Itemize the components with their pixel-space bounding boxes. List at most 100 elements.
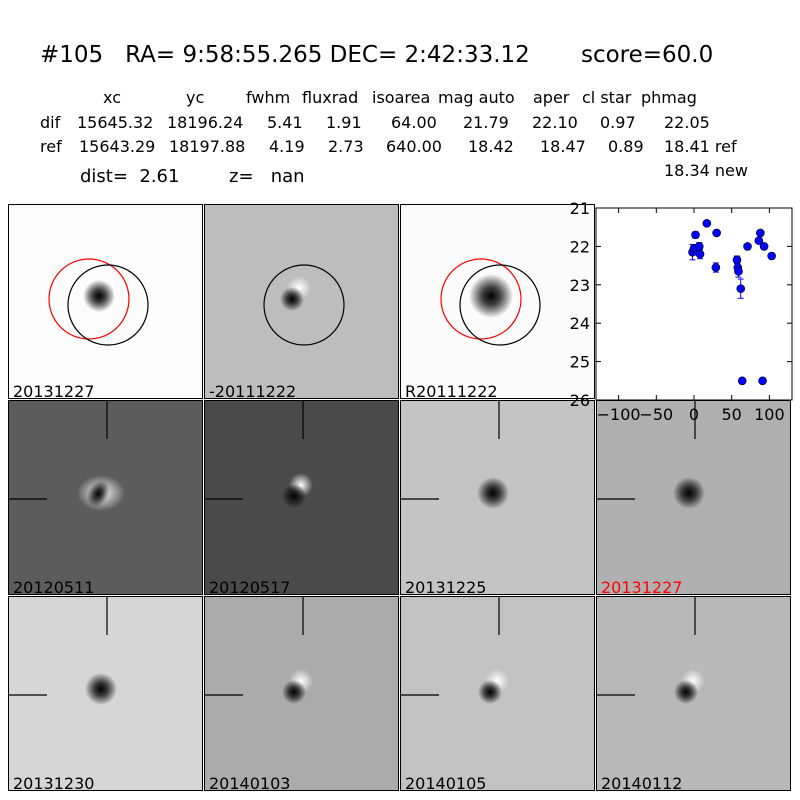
- new-phmag: 18.34 new: [664, 161, 748, 180]
- candidate-title: #105 RA= 9:58:55.265 DEC= 2:42:33.12 sco…: [40, 42, 714, 68]
- dipole-negative: [280, 287, 304, 311]
- ref-label: ref: [40, 137, 62, 156]
- stamp-panel: 20120511: [8, 400, 203, 595]
- dif-xc: 15645.32: [77, 113, 154, 132]
- data-point: [759, 242, 769, 251]
- stamp-date-label: 20131227: [601, 578, 683, 595]
- ref-mag-auto: 18.42: [468, 137, 514, 156]
- stamp-panel: 20131227: [8, 204, 203, 399]
- stamp-date-label: 20131225: [405, 578, 487, 595]
- col-cl-star: cl star: [582, 88, 632, 107]
- y-tick-label: 23: [570, 276, 590, 295]
- stamp-panel: 20140103: [204, 596, 399, 791]
- col-fwhm: fwhm: [246, 88, 291, 107]
- data-point: [758, 376, 767, 386]
- stamp-image: [205, 597, 313, 704]
- stamp-date-label: -20111222: [209, 382, 297, 399]
- dif-label: dif: [40, 113, 61, 132]
- source-blob: [85, 673, 117, 705]
- stamp-image: [205, 401, 313, 508]
- stamp-date-label: 20131227: [13, 382, 95, 399]
- data-point: [737, 376, 747, 386]
- dif-fwhm: 5.41: [267, 113, 303, 132]
- aperture-circle-red: [440, 258, 522, 340]
- stamp-image: [48, 258, 149, 346]
- ring-dark: [87, 480, 110, 507]
- aperture-circle-black: [67, 264, 149, 346]
- dif-cl-star: 0.97: [600, 113, 636, 132]
- source-blob: [673, 477, 705, 509]
- ref-phmag: 18.41 ref: [664, 137, 737, 156]
- stamp-image: [401, 401, 509, 509]
- stamp-date-label: 20140112: [601, 774, 683, 791]
- aperture-circle-red: [48, 258, 130, 340]
- ref-fwhm: 4.19: [269, 137, 305, 156]
- ref-cl-star: 0.89: [608, 137, 644, 156]
- stamp-panel: 20140105: [400, 596, 595, 791]
- dif-aper: 22.10: [532, 113, 578, 132]
- col-fluxrad: fluxrad: [302, 88, 359, 107]
- x-tick-label: 100: [754, 405, 785, 424]
- dipole-negative: [282, 680, 306, 704]
- data-point: [691, 230, 700, 240]
- stamp-panel: 20140112: [596, 596, 791, 791]
- source-blob: [469, 274, 513, 318]
- ref-xc: 15643.29: [79, 137, 156, 156]
- dipole-negative: [478, 680, 502, 704]
- stamp-panel: 20131225: [400, 400, 595, 595]
- stamp-image: [440, 258, 541, 346]
- aperture-circle-black: [263, 264, 345, 346]
- stamp-panel: -20111222: [204, 204, 399, 399]
- dif-isoarea: 64.00: [391, 113, 437, 132]
- y-tick-label: 24: [570, 314, 590, 333]
- ref-aper: 18.47: [540, 137, 586, 156]
- stamp-date-label: 20120517: [209, 578, 291, 595]
- stamp-date-label: R20111222: [405, 382, 498, 399]
- data-point: [767, 251, 776, 261]
- y-tick-label: 22: [570, 237, 590, 256]
- dipole-negative: [674, 680, 698, 704]
- stamp-image: [263, 264, 345, 346]
- data-point: [734, 267, 743, 276]
- source-blob: [83, 280, 115, 312]
- data-point: [756, 228, 765, 238]
- stamp-image: [9, 597, 117, 705]
- stamp-image: [401, 597, 509, 704]
- redshift-readout: z= nan: [229, 166, 305, 187]
- stamp-image: [597, 597, 705, 704]
- stamp-date-label: 20120511: [13, 578, 95, 595]
- ref-yc: 18197.88: [169, 137, 246, 156]
- stamp-date-label: 20140105: [405, 774, 487, 791]
- data-point: [743, 242, 752, 251]
- col-isoarea: isoarea: [372, 88, 431, 107]
- data-point: [711, 263, 721, 272]
- ref-isoarea: 640.00: [386, 137, 442, 156]
- data-point: [736, 284, 746, 293]
- y-tick-label: 21: [570, 199, 590, 218]
- source-blob: [477, 477, 509, 509]
- stamp-panel: 20131230: [8, 596, 203, 791]
- x-tick-label: 0: [689, 405, 699, 424]
- stamp-panel: R20111222: [400, 204, 595, 399]
- dipole-negative: [282, 484, 306, 508]
- x-tick-label: −50: [639, 405, 673, 424]
- data-point: [695, 249, 705, 259]
- x-tick-label: −100: [597, 405, 641, 424]
- y-tick-label: 26: [570, 391, 590, 410]
- data-point: [712, 228, 721, 238]
- stamp-image: [597, 401, 705, 509]
- dif-yc: 18196.24: [167, 113, 244, 132]
- stamp-panel: 20131227: [596, 400, 791, 595]
- dif-phmag: 22.05: [664, 113, 710, 132]
- stamp-image: [9, 401, 125, 511]
- data-point: [702, 219, 712, 228]
- col-yc: yc: [186, 88, 205, 107]
- y-tick-label: 25: [570, 353, 590, 372]
- x-tick-label: 50: [722, 405, 742, 424]
- ref-fluxrad: 2.73: [328, 137, 364, 156]
- dist-readout: dist= 2.61: [80, 166, 180, 187]
- col-xc: xc: [103, 88, 121, 107]
- dif-fluxrad: 1.91: [326, 113, 362, 132]
- col-phmag: phmag: [641, 88, 697, 107]
- light-curve-chart: 21 22 23 24 25 26 −100−50 0 50 100: [570, 199, 793, 424]
